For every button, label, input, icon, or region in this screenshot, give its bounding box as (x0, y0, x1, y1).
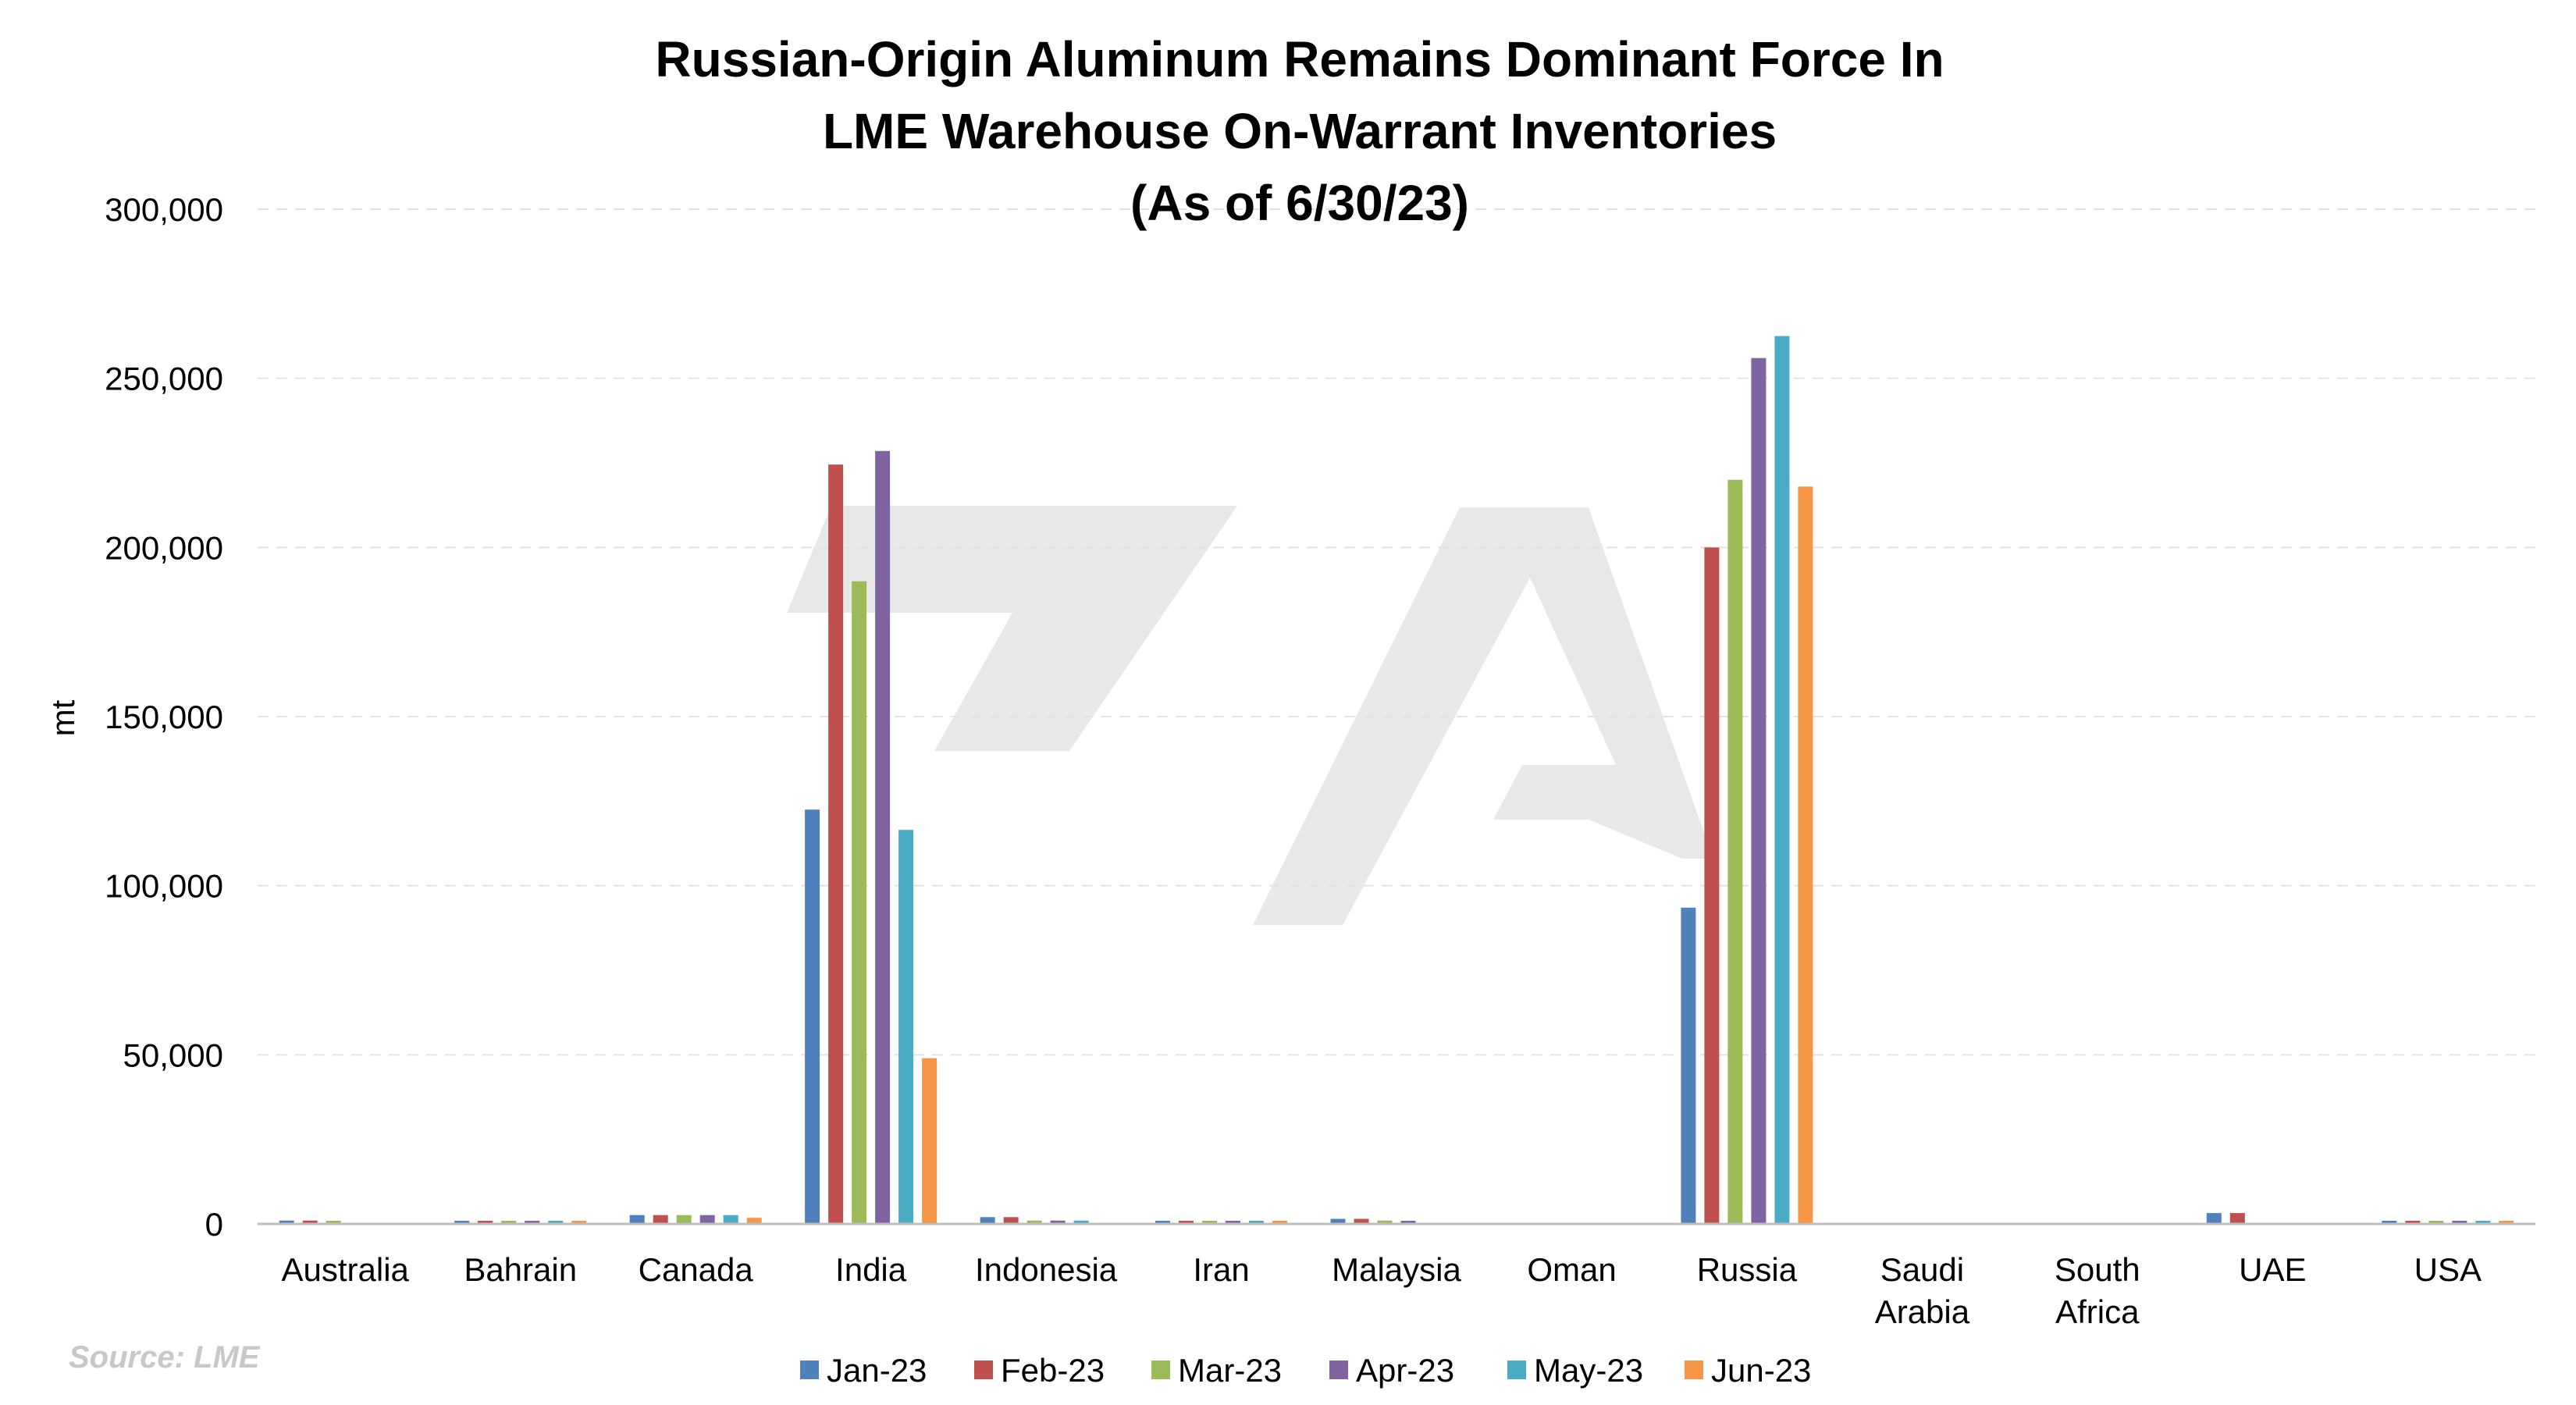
x-axis-category-labels: Australia Bahrain Canada India Indonesia Iran… (281, 1251, 2481, 1330)
legend-swatch-Jun-23 (1685, 1361, 1703, 1379)
legend-label-Mar-23: Mar-23 (1178, 1352, 1282, 1389)
bar-Jun-23-2 (746, 1218, 762, 1224)
bar-Feb-23-3 (828, 464, 844, 1224)
bar-Apr-23-2 (699, 1215, 715, 1224)
x-category-label: Indonesia (975, 1251, 1118, 1288)
bar-May-23-5 (1249, 1221, 1264, 1224)
legend-swatch-Mar-23 (1151, 1361, 1170, 1379)
x-category-label: Arabia (1875, 1293, 1970, 1330)
bar-Jan-23-11 (2206, 1213, 2222, 1224)
bar-May-23-1 (548, 1221, 564, 1224)
bar-Feb-23-8 (1704, 547, 1720, 1224)
bar-May-23-4 (1073, 1220, 1089, 1224)
bar-Jun-23-8 (1798, 486, 1813, 1224)
bar-Mar-23-3 (852, 581, 867, 1224)
gridlines (258, 208, 2535, 1056)
bar-Feb-23-11 (2229, 1213, 2245, 1224)
bar-Apr-23-8 (1751, 357, 1767, 1225)
bars (279, 336, 2514, 1225)
bar-Apr-23-12 (2452, 1221, 2467, 1224)
source-note: Source: LME (69, 1340, 261, 1375)
bar-Jan-23-5 (1155, 1221, 1170, 1224)
bar-Feb-23-6 (1354, 1218, 1369, 1224)
bar-Mar-23-4 (1026, 1220, 1042, 1224)
bar-May-23-2 (723, 1215, 738, 1224)
bar-Jan-23-3 (805, 809, 820, 1224)
bar-Feb-23-2 (653, 1215, 668, 1224)
bar-Jun-23-5 (1272, 1221, 1287, 1224)
x-category-label: Iran (1193, 1251, 1249, 1288)
bar-Feb-23-0 (302, 1220, 318, 1224)
legend-label-Apr-23: Apr-23 (1356, 1352, 1454, 1389)
bar-Jan-23-4 (980, 1217, 995, 1224)
legend-label-Feb-23: Feb-23 (1001, 1352, 1105, 1389)
bar-Feb-23-1 (478, 1221, 493, 1224)
y-tick-label: 50,000 (123, 1037, 223, 1073)
x-category-label: South (2055, 1251, 2140, 1288)
bar-Jun-23-3 (922, 1058, 938, 1224)
chart-title-line-1: Russian-Origin Aluminum Remains Dominant… (655, 31, 1944, 87)
watermark-logo-icon (787, 506, 1713, 925)
legend-swatch-Apr-23 (1329, 1361, 1348, 1379)
chart-title-line-3: (As of 6/30/23) (1130, 175, 1469, 231)
bar-May-23-3 (898, 830, 914, 1224)
x-category-label: Australia (281, 1251, 409, 1288)
bar-Mar-23-5 (1202, 1221, 1217, 1224)
bar-May-23-12 (2475, 1221, 2491, 1224)
bar-Jan-23-2 (629, 1215, 645, 1224)
legend-label-Jun-23: Jun-23 (1711, 1352, 1811, 1389)
bar-Apr-23-4 (1050, 1220, 1066, 1224)
bar-Feb-23-12 (2405, 1221, 2421, 1224)
bar-Jun-23-12 (2499, 1221, 2514, 1224)
y-tick-label: 250,000 (105, 361, 223, 397)
legend-label-Jan-23: Jan-23 (827, 1352, 927, 1389)
x-category-label: Saudi (1880, 1251, 1964, 1288)
bar-Mar-23-12 (2428, 1221, 2444, 1224)
y-tick-label: 0 (205, 1206, 223, 1243)
bar-Mar-23-1 (501, 1221, 517, 1224)
bar-Jun-23-1 (571, 1221, 587, 1224)
legend-swatch-Feb-23 (974, 1361, 993, 1379)
x-category-label: Bahrain (464, 1251, 577, 1288)
bar-Mar-23-2 (676, 1215, 692, 1224)
x-category-label: Russia (1697, 1251, 1798, 1288)
bar-Mar-23-0 (326, 1221, 341, 1224)
x-category-label: India (835, 1251, 907, 1288)
bar-May-23-8 (1774, 336, 1790, 1224)
chart-title-line-2: LME Warehouse On-Warrant Inventories (823, 103, 1777, 159)
bar-Jan-23-8 (1681, 907, 1696, 1224)
bar-Jan-23-1 (454, 1221, 470, 1224)
legend: Jan-23 Feb-23 Mar-23 Apr-23 May-23 Jun-23 (800, 1352, 1811, 1389)
x-category-label: USA (2414, 1251, 2482, 1288)
bar-Feb-23-4 (1003, 1217, 1019, 1224)
y-tick-label: 100,000 (105, 868, 223, 905)
bar-Jan-23-6 (1330, 1218, 1346, 1224)
bar-Mar-23-8 (1727, 479, 1743, 1224)
y-axis-title: mt (44, 699, 81, 736)
bar-Apr-23-1 (525, 1221, 540, 1224)
bar-Feb-23-5 (1179, 1221, 1194, 1224)
legend-swatch-Jan-23 (800, 1361, 819, 1379)
y-tick-label: 150,000 (105, 699, 223, 735)
bar-Apr-23-6 (1400, 1221, 1416, 1224)
bar-Jan-23-12 (2382, 1221, 2397, 1224)
chart-title: Russian-Origin Aluminum Remains Dominant… (655, 31, 1944, 231)
bar-Mar-23-6 (1377, 1220, 1393, 1224)
x-category-label: Malaysia (1332, 1251, 1461, 1288)
legend-label-May-23: May-23 (1534, 1352, 1643, 1389)
bar-Apr-23-3 (875, 450, 891, 1224)
y-tick-label: 300,000 (105, 191, 223, 228)
bar-Apr-23-5 (1226, 1221, 1240, 1224)
x-category-label: Oman (1527, 1251, 1616, 1288)
x-category-label: Canada (639, 1251, 754, 1288)
y-axis-tick-labels: 0 50,000 100,000 150,000 200,000 250,000 300,0… (105, 191, 223, 1243)
x-category-label: Africa (2055, 1293, 2140, 1330)
x-category-label: UAE (2239, 1251, 2306, 1288)
bar-Jan-23-0 (279, 1220, 294, 1224)
legend-swatch-May-23 (1507, 1361, 1526, 1379)
y-tick-label: 200,000 (105, 529, 223, 566)
